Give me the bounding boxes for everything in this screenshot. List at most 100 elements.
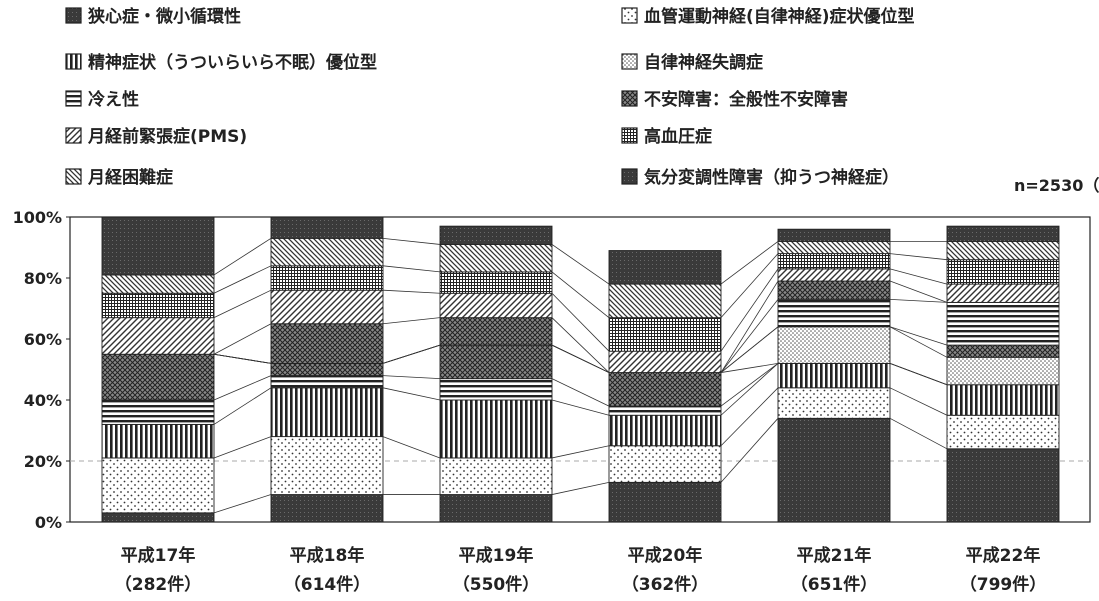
bar-segment xyxy=(946,259,1060,285)
bar-segment xyxy=(777,228,891,242)
bar-segment xyxy=(777,362,891,389)
bar-segment xyxy=(608,372,722,407)
legend-label: 血管運動神経(自律神経)症状優位型 xyxy=(644,6,915,27)
connector-line xyxy=(889,326,948,358)
legend-swatch xyxy=(621,168,638,185)
plot-frame xyxy=(69,216,1091,523)
connector-line xyxy=(889,298,948,303)
bar-segment xyxy=(439,399,553,459)
bar-segment xyxy=(777,240,891,255)
connector-line xyxy=(720,363,779,407)
connector-line xyxy=(720,253,779,318)
legend: 狭心症・微小循環性精神症状（うついらいら不眠）優位型冷え性月経前緊張症(PMS)… xyxy=(65,6,915,188)
bar-segment xyxy=(608,445,722,483)
connector-line xyxy=(382,317,441,325)
bar-segment xyxy=(946,301,1060,346)
bar-segment xyxy=(777,417,891,523)
y-tick-label: 0% xyxy=(35,513,62,532)
bar-segment xyxy=(270,323,384,364)
bar-segment xyxy=(608,250,722,285)
x-category-year: 平成20年 xyxy=(628,545,703,566)
legend-label: 狭心症・微小循環性 xyxy=(87,6,241,27)
bar-segment xyxy=(439,271,553,294)
bar-segment xyxy=(439,344,553,380)
connector-line xyxy=(213,323,272,355)
connector-line xyxy=(551,244,610,285)
legend-swatch xyxy=(621,127,638,144)
x-category-count: （550件） xyxy=(453,574,540,595)
bar-segment xyxy=(101,274,215,294)
connector-line xyxy=(889,253,948,261)
bar-segment xyxy=(439,292,553,319)
connector-line xyxy=(213,353,272,364)
bar-segment xyxy=(270,289,384,325)
legend-swatch xyxy=(621,7,638,24)
legend-swatch xyxy=(65,90,82,107)
bar-segment xyxy=(777,280,891,300)
plot-area xyxy=(69,216,1091,523)
legend-label: 精神症状（うついらいら不眠）優位型 xyxy=(88,52,377,73)
bar-segment xyxy=(101,399,215,425)
x-category-year: 平成17年 xyxy=(121,545,196,566)
connector-line xyxy=(720,326,779,373)
x-category-count: （282件） xyxy=(115,574,202,595)
connector-line xyxy=(720,418,779,483)
bar-segment xyxy=(101,292,215,319)
connector-line xyxy=(720,387,779,447)
bar-segment xyxy=(777,268,891,282)
bar-segment xyxy=(946,344,1060,358)
connector-line xyxy=(382,265,441,273)
bar-segment xyxy=(270,265,384,291)
bar-segment xyxy=(439,494,553,523)
connector-line xyxy=(889,326,948,346)
bar-segment xyxy=(608,414,722,447)
x-category-count: （799件） xyxy=(960,574,1047,595)
bar-segment xyxy=(439,378,553,401)
legend-label: 高血圧症 xyxy=(644,126,712,147)
bar-segment xyxy=(777,253,891,270)
connector-line xyxy=(551,317,610,373)
bar-segment xyxy=(101,353,215,401)
connector-line xyxy=(213,289,272,319)
bar-segment xyxy=(946,384,1060,416)
legend-label: 不安障害：全般性不安障害 xyxy=(644,89,848,110)
bar-segment xyxy=(608,317,722,352)
bar-segment xyxy=(270,375,384,389)
x-axis: 平成17年 （282件） 平成18年 （614件） 平成19年 （550件） 平成20年 （3… xyxy=(115,545,1047,595)
connector-line xyxy=(720,268,779,352)
x-category-count: （362件） xyxy=(622,574,709,595)
connector-line xyxy=(213,238,272,276)
bar-segment xyxy=(101,317,215,355)
bar-segment xyxy=(439,317,553,346)
connector-line xyxy=(382,436,441,459)
y-tick-label: 60% xyxy=(24,330,62,349)
connector-line xyxy=(213,436,272,459)
legend-swatch xyxy=(621,90,638,107)
connector-line xyxy=(889,417,948,450)
bar-segment xyxy=(608,283,722,319)
bar-segment xyxy=(270,216,384,239)
connector-line xyxy=(551,292,610,352)
x-category-count: （651件） xyxy=(791,574,878,595)
bar-segment xyxy=(101,512,215,523)
bar-segment xyxy=(439,457,553,496)
connector-line xyxy=(720,363,779,373)
bar-segment xyxy=(946,448,1060,523)
legend-label: 冷え性 xyxy=(88,89,139,110)
connector-line xyxy=(382,344,441,364)
legend-swatch xyxy=(65,53,82,70)
connector-line xyxy=(889,268,948,285)
y-tick-label: 20% xyxy=(24,452,62,471)
connector-line xyxy=(889,387,948,416)
connector-line xyxy=(551,271,610,318)
bar-segment xyxy=(270,237,384,267)
legend-label: 気分変調性障害（抑うつ神経症） xyxy=(643,167,899,188)
connector-line xyxy=(720,299,779,373)
connector-line xyxy=(382,289,441,294)
bar-segment xyxy=(777,326,891,364)
bar-segment xyxy=(946,283,1060,303)
connector-line xyxy=(382,387,441,401)
bar-segment xyxy=(777,387,891,419)
x-category-year: 平成21年 xyxy=(797,545,872,566)
